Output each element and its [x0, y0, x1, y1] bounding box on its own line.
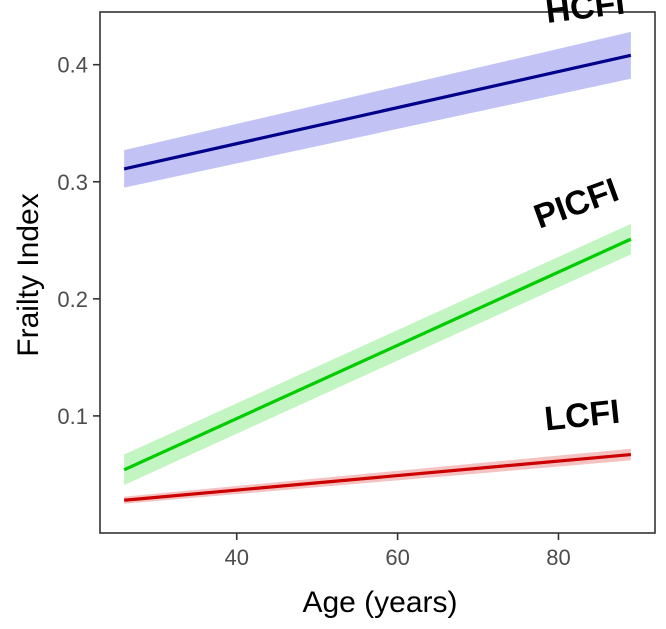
x-axis-ticks: 40 60 80	[224, 533, 571, 570]
y-tick-label: 0.2	[57, 287, 88, 312]
y-axis-ticks: 0.1 0.2 0.3 0.4	[57, 53, 100, 429]
hcfi-confidence-band	[124, 31, 631, 188]
plot-panel-border	[99, 11, 656, 534]
series-lines	[123, 53, 632, 502]
y-tick-label: 0.1	[57, 404, 88, 429]
x-axis-title: Age (years)	[302, 586, 457, 619]
y-axis-title: Frailty Index	[12, 193, 45, 356]
x-tick-label: 60	[385, 545, 409, 570]
hcfi-line	[123, 53, 632, 171]
y-tick-label: 0.3	[57, 170, 88, 195]
picfi-line	[123, 237, 632, 472]
y-tick-label: 0.4	[57, 53, 88, 78]
x-tick-label: 40	[224, 545, 248, 570]
lcfi-series-label: LCFI	[543, 393, 622, 439]
lcfi-line	[123, 452, 632, 502]
x-tick-label: 80	[546, 545, 570, 570]
